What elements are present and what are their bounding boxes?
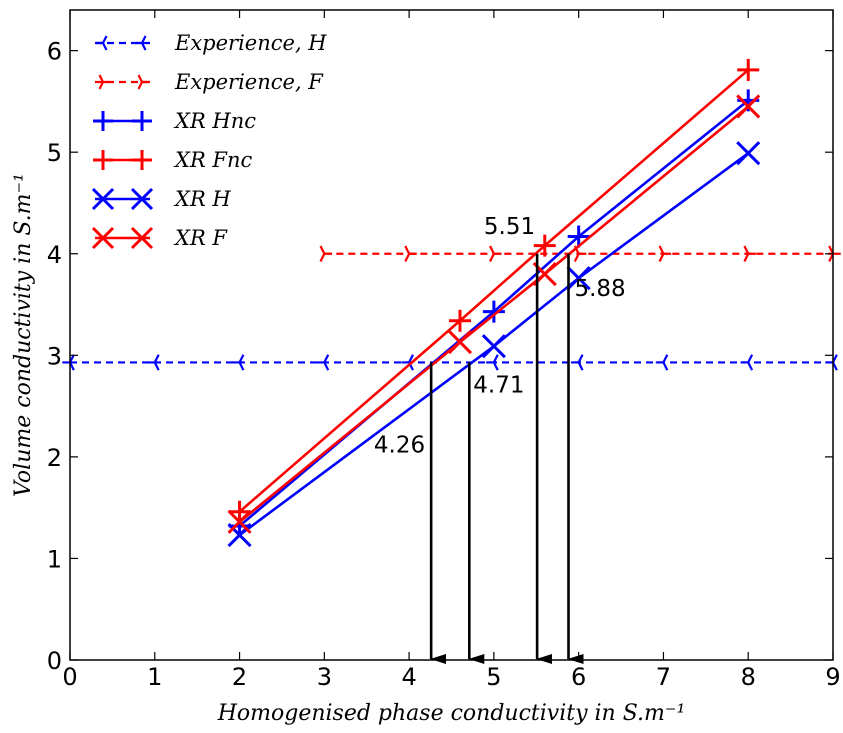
marker-tri-right [404, 245, 417, 262]
marker-x [736, 141, 761, 166]
legend-entry: XR H [91, 187, 231, 211]
x-tick-label: 9 [825, 663, 840, 691]
y-tick-label: 1 [47, 545, 62, 573]
series-1 [319, 245, 841, 262]
marker-x [130, 187, 154, 211]
series-4 [227, 141, 761, 548]
plot-frame [69, 9, 834, 661]
marker-tri-right [137, 74, 149, 90]
y-tick-label: 2 [47, 444, 62, 472]
marker-x [566, 266, 591, 291]
legend-label: Experience, F [174, 70, 324, 94]
series-5 [227, 94, 761, 534]
marker-tri-left [825, 354, 838, 371]
marker-tri-right [319, 245, 333, 262]
marker-x [130, 226, 154, 250]
marker-x [91, 226, 115, 250]
marker-tri-left [655, 354, 669, 371]
annotation-label: 5.51 [484, 214, 535, 240]
legend: Experience, H Experience, F XR Hnc XR Fnc XR… [91, 31, 327, 250]
series-line [238, 68, 750, 513]
marker-tri-left [570, 354, 584, 371]
marker-tri-left [147, 354, 160, 371]
x-tick-label: 8 [741, 663, 756, 691]
y-tick-label: 6 [47, 38, 62, 66]
x-tick-label: 3 [317, 663, 332, 691]
legend-entry: Experience, H [95, 31, 327, 55]
y-tick-label: 3 [47, 342, 62, 370]
legend-entry: XR F [91, 226, 228, 250]
x-tick-label: 4 [401, 663, 416, 691]
marker-tri-left [316, 354, 330, 371]
annotation-label: 4.71 [473, 372, 524, 398]
marker-tri-left [486, 354, 499, 371]
y-tick-label: 0 [47, 647, 62, 675]
marker-tri-right [98, 74, 110, 90]
marker-x [481, 334, 506, 359]
marker-x [91, 187, 115, 211]
marker-tri-left [96, 35, 108, 51]
x-axis-title: Homogenised phase conductivity in S.m⁻¹ [217, 701, 686, 726]
plot-area [62, 58, 841, 548]
x-tick-label: 5 [486, 663, 501, 691]
annotations: 4.26 4.71 5.51 5.88 [374, 214, 626, 664]
legend-label: XR Hnc [173, 109, 256, 133]
annotation-label: 4.26 [374, 432, 425, 458]
x-tick-label: 6 [571, 663, 586, 691]
y-tick-label: 4 [47, 241, 62, 269]
y-tick-label: 5 [47, 139, 62, 167]
legend-label: XR Fnc [173, 148, 253, 172]
x-tick-label: 1 [147, 663, 162, 691]
series-2 [228, 89, 760, 537]
legend-label: XR H [173, 187, 231, 211]
marker-x [447, 330, 473, 355]
x-tick-label: 0 [62, 663, 77, 691]
y-axis-title: Volume conductivity in S.m⁻¹ [11, 173, 36, 497]
x-tick-label: 2 [232, 663, 247, 691]
marker-tri-right [658, 245, 672, 262]
axis-ticks: 0 1 2 3 4 5 6 7 8 9 0 1 2 3 4 5 6 [47, 10, 841, 691]
legend-label: Experience, H [174, 31, 327, 55]
marker-x [227, 509, 252, 534]
series-3 [228, 58, 760, 523]
series-0 [62, 354, 838, 371]
x-tick-label: 7 [656, 663, 671, 691]
marker-x [736, 94, 761, 119]
marker-tri-right [489, 245, 502, 262]
legend-entry: XR Fnc [93, 148, 253, 172]
annotation-label: 5.88 [574, 276, 625, 302]
legend-label: XR F [173, 226, 228, 250]
marker-tri-left [231, 354, 245, 371]
marker-tri-left [740, 354, 754, 371]
marker-tri-left [135, 35, 147, 51]
marker-tri-right [743, 245, 756, 262]
legend-entry: XR Hnc [93, 109, 256, 133]
series-line [238, 105, 750, 523]
legend-entry: Experience, F [95, 70, 324, 94]
